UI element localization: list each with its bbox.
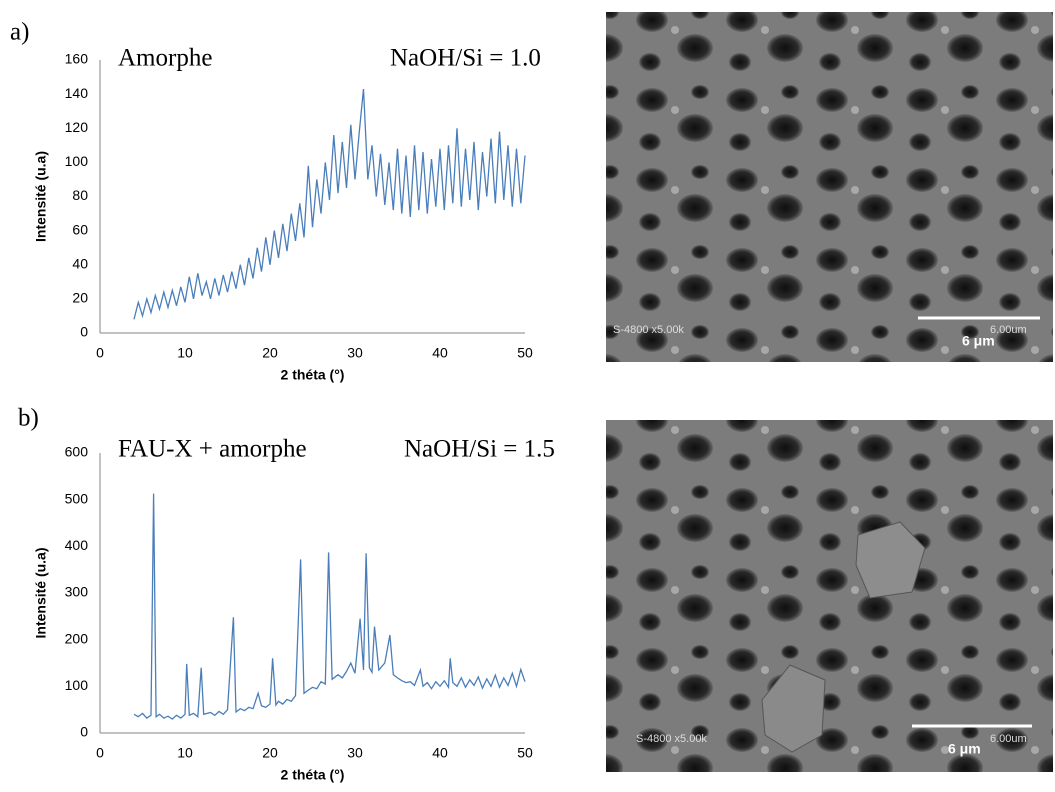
y-tick-label: 40: [72, 255, 88, 271]
scale-label: 6 μm: [962, 333, 995, 349]
x-tick-label: 40: [432, 745, 448, 761]
annotation: FAU-X + amorphe: [118, 436, 307, 463]
y-tick-label: 160: [65, 51, 89, 67]
sem-photo: [606, 12, 1053, 362]
y-tick-label: 60: [72, 221, 88, 237]
annotation: NaOH/Si = 1.0: [390, 45, 541, 72]
annotation: NaOH/Si = 1.5: [404, 436, 555, 463]
xrd-line: [133, 88, 526, 320]
x-tick-label: 20: [262, 745, 278, 761]
x-tick-label: 10: [177, 345, 193, 361]
scale-text: 6.00um: [990, 324, 1027, 336]
y-tick-label: 200: [65, 630, 89, 646]
y-tick-label: 600: [65, 444, 89, 460]
crystal: [761, 664, 826, 753]
sem-info: S-4800 x5.00k: [613, 324, 684, 336]
y-tick-label: 0: [80, 724, 88, 740]
y-tick-label: 120: [65, 119, 89, 135]
y-tick-label: 300: [65, 584, 89, 600]
y-tick-label: 100: [65, 153, 89, 169]
scale-label: 6 μm: [948, 741, 981, 757]
crystal: [855, 521, 926, 599]
panel-label: a): [10, 19, 29, 46]
y-tick-label: 500: [65, 490, 89, 506]
x-tick-label: 50: [517, 345, 533, 361]
x-tick-label: 0: [96, 745, 104, 761]
x-tick-label: 0: [96, 345, 104, 361]
y-tick-label: 100: [65, 677, 89, 693]
x-axis-label: 2 théta (°): [281, 767, 345, 783]
y-axis-label: Intensité (u.a): [33, 151, 49, 242]
x-tick-label: 40: [432, 345, 448, 361]
x-tick-label: 20: [262, 345, 278, 361]
sem-info: S-4800 x5.00k: [636, 733, 707, 745]
annotation: Amorphe: [118, 45, 212, 72]
y-tick-label: 400: [65, 537, 89, 553]
x-tick-label: 30: [347, 745, 363, 761]
y-tick-label: 0: [80, 324, 88, 340]
x-tick-label: 10: [177, 745, 193, 761]
x-axis-label: 2 théta (°): [281, 367, 345, 383]
sem-image: S-4800 x5.00k 6.00um 6 μm: [606, 12, 1053, 362]
x-tick-label: 50: [517, 745, 533, 761]
x-tick-label: 30: [347, 345, 363, 361]
xrd-line: [133, 493, 526, 720]
y-tick-label: 140: [65, 85, 89, 101]
y-tick-label: 80: [72, 187, 88, 203]
sem-image: S-4800 x5.00k 6.00um 6 μm: [606, 420, 1053, 772]
y-tick-label: 20: [72, 290, 88, 306]
panel-label: b): [18, 405, 39, 432]
scale-text: 6.00um: [990, 733, 1027, 745]
sem-photo: [606, 420, 1053, 772]
y-axis-label: Intensité (u.a): [33, 547, 49, 638]
